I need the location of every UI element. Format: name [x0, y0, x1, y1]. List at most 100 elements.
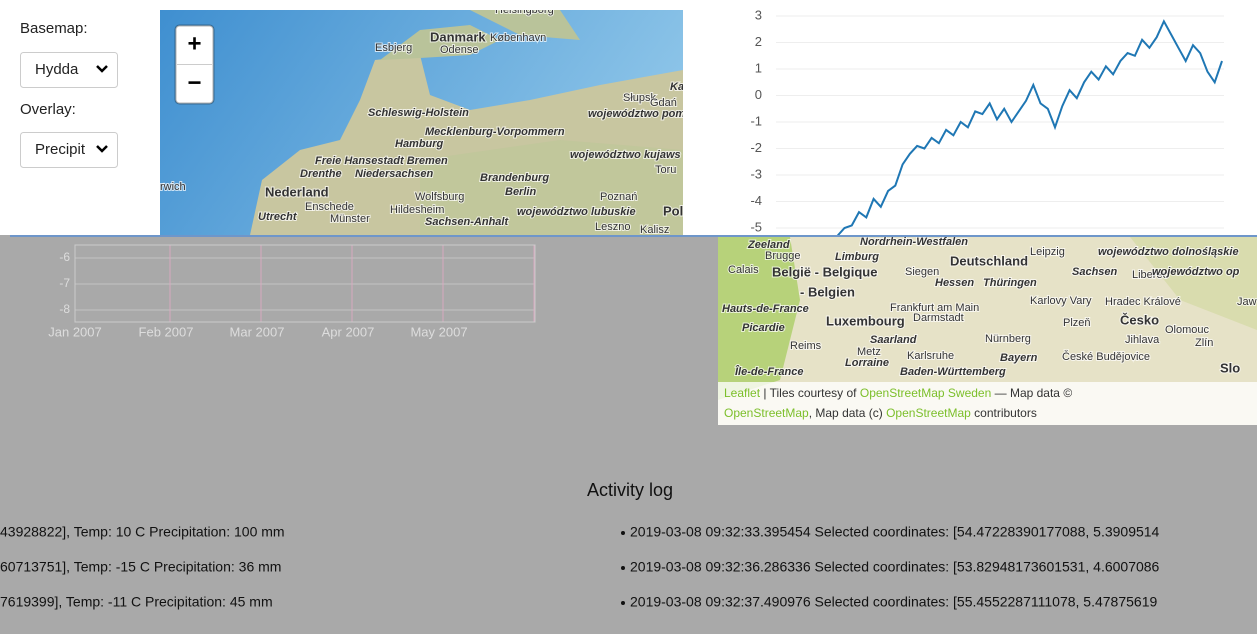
map-label: Schleswig-Holstein — [368, 107, 469, 119]
log-entry: 60713751], Temp: -15 C Precipitation: 36… — [0, 559, 281, 575]
map-label: Jihlava — [1125, 334, 1160, 346]
map-label: rwich — [160, 181, 186, 193]
attribution-link[interactable]: OpenStreetMap — [724, 406, 809, 420]
map-label: województwo dolnośląskie — [1098, 246, 1239, 258]
map-label: Leszno — [595, 221, 630, 233]
map-label: Poznań — [600, 191, 637, 203]
map-label: Sachsen-Anhalt — [425, 216, 509, 228]
map-label: Enschede — [305, 201, 354, 213]
y-tick-label: -1 — [750, 113, 762, 128]
attribution-text: | Tiles courtesy of — [760, 386, 860, 400]
map-label: Drenthe — [300, 168, 342, 180]
map-label: Reims — [790, 340, 822, 352]
basemap-label: Basemap: — [20, 20, 88, 37]
map-label: Nederland — [265, 184, 329, 199]
bullet — [621, 566, 625, 570]
map-label: Sachsen — [1072, 266, 1118, 278]
map-label: województwo pom — [588, 108, 685, 120]
attribution-text: contributors — [971, 406, 1037, 420]
map-label: Mecklenburg-Vorpommern — [425, 126, 565, 138]
y-tick-label: 1 — [755, 60, 762, 75]
map-label: Freie Hansestadt Bremen — [315, 155, 448, 167]
y-tick-label: -4 — [750, 193, 762, 208]
map-label: Hradec Králové — [1105, 296, 1181, 308]
map-label: Saarland — [870, 334, 917, 346]
map-label: województwo lubuskie — [517, 206, 636, 218]
log-entry: 7619399], Temp: -11 C Precipitation: 45 … — [0, 594, 273, 610]
map-label: Karlovy Vary — [1030, 295, 1092, 307]
map-label: Brugge — [765, 250, 800, 262]
map-label: Pol — [663, 203, 683, 218]
map-label: Niedersachsen — [355, 168, 434, 180]
map-label: Zlín — [1195, 337, 1213, 349]
log-entry: 2019-03-08 09:32:36.286336 Selected coor… — [630, 559, 1160, 575]
map-label: Bayern — [1000, 352, 1038, 364]
attribution-link[interactable]: OpenStreetMap Sweden — [860, 386, 991, 400]
map-label: Toru — [655, 164, 676, 176]
map-label: Hessen — [935, 277, 974, 289]
map-label: Hauts-de-France — [722, 303, 809, 315]
x-tick-label: Jan 2007 — [48, 324, 102, 339]
map-label: Danmark — [430, 29, 486, 44]
map-label: Nordrhein-Westfalen — [860, 236, 968, 248]
attribution-link[interactable]: OpenStreetMap — [886, 406, 971, 420]
map-label: Brandenburg — [480, 172, 549, 184]
map-label: België - Belgique — [772, 264, 877, 279]
y-tick-label: 3 — [755, 7, 762, 22]
map-label: Kalisz — [640, 224, 669, 236]
log-entry: 2019-03-08 09:32:33.395454 Selected coor… — [630, 524, 1160, 540]
map-label: Deutschland — [950, 253, 1028, 268]
map-label: Hildesheim — [390, 204, 444, 216]
overlay-label: Overlay: — [20, 101, 76, 118]
bullet — [621, 601, 625, 605]
x-tick-label: May 2007 — [410, 324, 467, 339]
map-label: województwo op — [1152, 266, 1240, 278]
map-label: Karlsruhe — [907, 350, 954, 362]
map-label: Calais — [728, 264, 759, 276]
map-label: Ka — [670, 81, 684, 93]
map-label: Plzeň — [1063, 317, 1091, 329]
y-tick-label: -3 — [750, 166, 762, 181]
map-label: Nürnberg — [985, 333, 1031, 345]
map[interactable]: AarhusHelsingborgKarlskronaDanmarkKøbenh… — [160, 0, 685, 236]
y-tick-label: -2 — [750, 140, 762, 155]
overlay-value: Precipit — [35, 141, 86, 158]
map-label: Limburg — [835, 251, 879, 263]
map-label: Luxembourg — [826, 313, 905, 328]
map-label: Odense — [440, 44, 479, 56]
map-label: Esbjerg — [375, 42, 412, 54]
attribution-link[interactable]: Leaflet — [724, 386, 761, 400]
map-label: Thüringen — [983, 277, 1037, 289]
y-tick-label: 2 — [755, 34, 762, 49]
map-label: Slo — [1220, 360, 1240, 375]
map-label: - Belgien — [800, 284, 855, 299]
map-label: Wolfsburg — [415, 191, 464, 203]
attribution-text: — Map data © — [991, 386, 1072, 400]
basemap-value: Hydda — [35, 61, 79, 78]
map-label: Picardie — [742, 322, 785, 334]
map-label: Jaw — [1237, 296, 1257, 308]
map-label: Berlin — [505, 186, 536, 198]
map-label: Baden-Württemberg — [900, 366, 1006, 378]
map-label: Île-de-France — [735, 365, 803, 378]
y-tick-label: -7 — [59, 276, 70, 290]
zoom-out-button[interactable]: − — [187, 69, 201, 96]
y-tick-label: -6 — [59, 250, 70, 264]
map-label: København — [490, 32, 546, 44]
y-tick-label: -8 — [59, 302, 70, 316]
attribution-text: , Map data (c) — [809, 406, 886, 420]
log-entry: 2019-03-08 09:32:37.490976 Selected coor… — [630, 594, 1157, 610]
bullet — [621, 531, 625, 535]
y-tick-label: 0 — [755, 87, 762, 102]
zoom-in-button[interactable]: + — [187, 30, 201, 57]
map-label: Olomouc — [1165, 324, 1210, 336]
map-label: Münster — [330, 213, 370, 225]
map-label: Lorraine — [845, 357, 889, 369]
attribution: OpenStreetMap, Map data (c) OpenStreetMa… — [724, 406, 1037, 420]
map-label: Česko — [1120, 312, 1159, 327]
map-label: České Budějovice — [1062, 350, 1150, 363]
map-label: Darmstadt — [913, 312, 964, 324]
x-tick-label: Mar 2007 — [230, 324, 285, 339]
y-tick-label: -5 — [750, 219, 762, 234]
log-entry: 43928822], Temp: 10 C Precipitation: 100… — [0, 524, 285, 540]
